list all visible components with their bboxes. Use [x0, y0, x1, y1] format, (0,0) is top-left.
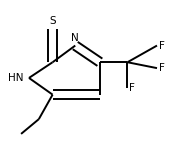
Text: S: S	[49, 16, 56, 26]
Text: F: F	[159, 63, 165, 73]
Text: HN: HN	[8, 73, 23, 83]
Text: F: F	[159, 40, 165, 51]
Text: F: F	[129, 83, 135, 93]
Text: N: N	[71, 33, 79, 43]
